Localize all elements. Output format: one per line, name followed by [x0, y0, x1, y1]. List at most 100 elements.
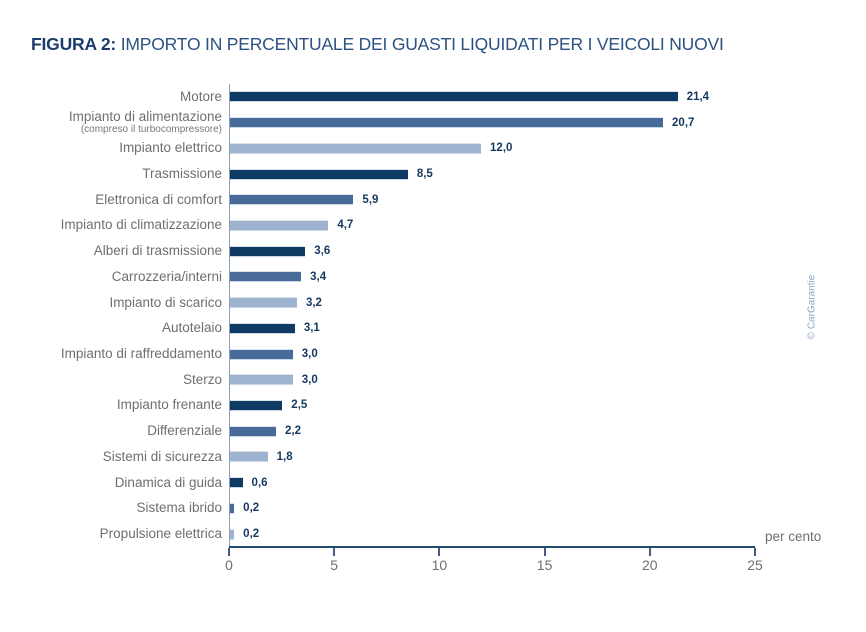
x-axis-tick-label: 0	[225, 557, 233, 573]
bar-row: Propulsione elettrica 0,2	[30, 521, 753, 547]
category-label-text: Dinamica di guida	[114, 474, 222, 490]
category-label-text: Sterzo	[182, 371, 222, 387]
bar-value-label: 1,8	[276, 450, 293, 463]
bar-row: Differenziale 2,2	[30, 418, 753, 445]
bar-value-label: 8,5	[416, 168, 433, 181]
bar-segment	[230, 452, 268, 462]
bar-segment	[230, 92, 678, 102]
bar-track: 12,0	[229, 135, 753, 162]
category-label-text: Alberi di trasmissione	[93, 243, 222, 259]
bar-value-label: 0,2	[243, 502, 260, 515]
category-label-text: Impianto di climatizzazione	[60, 217, 222, 233]
bar-row: Impianto di alimentazione (compreso il tu…	[30, 108, 753, 136]
bar-row: Elettronica di comfort 5,9	[30, 186, 753, 213]
bar-row: Impianto di raffreddamento 3,0	[30, 341, 753, 367]
bar-segment	[230, 143, 482, 153]
category-label: Sterzo	[30, 367, 229, 393]
bar-value-label: 4,7	[337, 219, 354, 232]
bar-row: Impianto frenante 2,5	[30, 392, 753, 419]
bar-row: Sterzo 3,0	[30, 366, 753, 393]
bar-segment	[230, 503, 235, 513]
category-label: Differenziale	[30, 418, 229, 444]
bar-segment	[230, 400, 283, 410]
bar-segment	[230, 478, 243, 488]
category-label: Impianto di alimentazione (compreso il tu…	[30, 108, 229, 136]
category-label-text: Impianto elettrico	[119, 140, 222, 156]
category-label-text: Trasmissione	[142, 165, 222, 181]
bar-value-label: 3,0	[301, 348, 318, 361]
category-label: Impianto elettrico	[30, 135, 229, 161]
x-axis-unit-label: per cento	[765, 529, 822, 544]
copyright-credit: © CarGarantie	[806, 274, 818, 340]
bar-row: Dinamica di guida 0,6	[30, 469, 753, 496]
bar-segment	[230, 118, 664, 128]
bar-track: 3,4	[229, 264, 753, 290]
bar-value-label: 3,6	[314, 245, 331, 258]
category-label-text: Impianto frenante	[116, 397, 222, 413]
category-label-text: Motore	[179, 88, 222, 104]
bar-track: 2,5	[229, 392, 753, 419]
category-label: Impianto di scarico	[30, 290, 229, 316]
bar-value-label: 3,1	[303, 322, 320, 335]
bar-track: 21,4	[229, 84, 753, 110]
bar-row: Sistema ibrido 0,2	[30, 495, 753, 522]
category-sublabel-text: (compreso il turbocompressore)	[80, 124, 222, 136]
category-label: Sistemi di sicurezza	[30, 444, 229, 470]
x-axis-tick-label: 5	[330, 557, 339, 573]
category-label: Impianto di climatizzazione	[30, 213, 229, 239]
bar-row: Impianto elettrico 12,0	[30, 135, 753, 162]
category-label: Motore	[30, 84, 229, 110]
category-label: Carrozzeria/interni	[30, 264, 229, 290]
bar-segment	[230, 195, 354, 205]
category-label: Autotelaio	[30, 315, 229, 341]
bar-row: Trasmissione 8,5	[30, 161, 753, 187]
bar-row: Impianto di scarico 3,2	[30, 289, 753, 316]
bar-track: 0,2	[229, 521, 753, 547]
category-label-text: Propulsione elettrica	[99, 525, 222, 541]
bar-track: 0,2	[229, 495, 753, 522]
x-axis-tick	[333, 548, 336, 556]
x-axis: 0 5 10 15 20 25	[225, 546, 763, 573]
bar-value-label: 2,5	[291, 399, 308, 412]
category-label-text: Impianto di scarico	[109, 294, 222, 310]
bar-track: 4,7	[229, 212, 753, 239]
bar-track: 3,0	[229, 366, 753, 393]
figure-title-text: IMPORTO IN PERCENTUALE DEI GUASTI LIQUID…	[120, 34, 724, 54]
category-label: Elettronica di comfort	[30, 187, 229, 213]
bar-segment	[230, 272, 302, 282]
bar-segment	[230, 169, 408, 179]
bar-value-label: 0,6	[251, 476, 268, 489]
bar-row: Carrozzeria/interni 3,4	[30, 264, 753, 290]
category-label-text: Sistema ibrido	[136, 500, 222, 516]
category-label: Dinamica di guida	[30, 470, 229, 496]
bar-row: Sistemi di sicurezza 1,8	[30, 444, 753, 470]
bar-segment	[230, 426, 277, 436]
bar-segment	[230, 220, 329, 230]
category-label-text: Impianto di alimentazione	[68, 108, 222, 124]
bar-segment	[230, 246, 306, 256]
bar-value-label: 3,2	[305, 296, 322, 309]
x-axis-tick	[228, 548, 230, 556]
bar-value-label: 2,2	[285, 425, 302, 438]
bar-track: 3,1	[229, 315, 753, 342]
x-axis-tick-label: 15	[536, 557, 553, 573]
category-label: Propulsione elettrica	[30, 521, 229, 547]
bar-row: Alberi di trasmissione 3,6	[30, 238, 753, 265]
bar-value-label: 3,4	[310, 270, 327, 283]
bar-value-label: 21,4	[686, 90, 710, 103]
x-axis-tick	[648, 548, 651, 556]
category-label-text: Autotelaio	[161, 320, 222, 336]
bar-value-label: 0,2	[243, 528, 260, 541]
category-label: Impianto frenante	[30, 393, 229, 419]
bar-value-label: 20,7	[672, 116, 695, 129]
bar-value-label: 3,0	[301, 373, 318, 386]
bar-chart: Motore 21,4 Impianto di alimentazione (comp…	[30, 84, 753, 547]
category-label-text: Differenziale	[147, 423, 222, 439]
bar-track: 0,6	[229, 469, 753, 496]
bar-segment	[230, 298, 297, 308]
category-label-text: Elettronica di comfort	[95, 191, 222, 207]
x-axis-tick-label: 10	[431, 557, 448, 573]
category-label: Alberi di trasmissione	[30, 238, 229, 264]
figure-title-prefix: FIGURA 2:	[31, 34, 117, 54]
